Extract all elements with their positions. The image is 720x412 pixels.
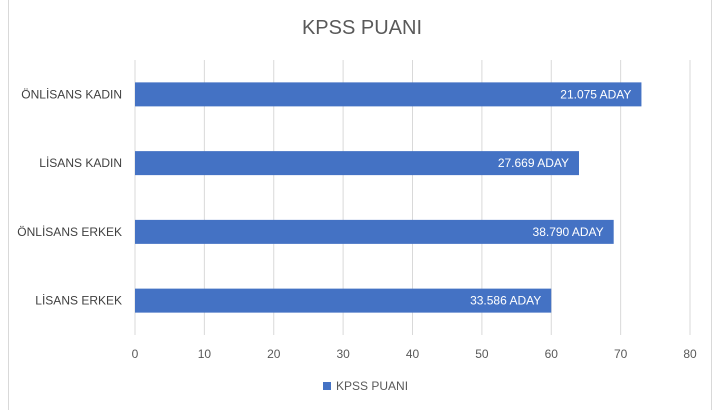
bar — [135, 151, 579, 176]
category-labels: ÖNLİSANS KADIN LİSANS KADIN ÖNLİSANS ERKEK… — [17, 87, 122, 307]
x-tick-label: 80 — [683, 347, 697, 361]
category-label: ÖNLİSANS KADIN — [21, 87, 122, 101]
category-label: ÖNLİSANS ERKEK — [17, 225, 122, 239]
x-tick-label: 40 — [406, 347, 420, 361]
x-tick-label: 0 — [132, 347, 139, 361]
bar-data-label: 38.790 ADAY — [533, 225, 604, 239]
bar — [135, 288, 552, 313]
x-tick-label: 70 — [614, 347, 628, 361]
bars: 21.075 ADAY 27.669 ADAY 38.790 ADAY 33.586 … — [135, 82, 642, 313]
bar — [135, 82, 642, 107]
bar-data-label: 27.669 ADAY — [498, 156, 569, 170]
category-label: LİSANS KADIN — [39, 156, 122, 170]
chart-title: KPSS PUANI — [302, 17, 422, 39]
legend-label: KPSS PUANI — [336, 379, 408, 393]
legend: KPSS PUANI — [323, 379, 408, 393]
chart-frame — [8, 0, 712, 410]
x-tick-label: 60 — [545, 347, 559, 361]
bar — [135, 219, 614, 244]
category-label: LİSANS ERKEK — [35, 294, 122, 308]
x-tick-label: 20 — [267, 347, 281, 361]
x-tick-label: 10 — [198, 347, 212, 361]
bar-data-label: 33.586 ADAY — [470, 294, 541, 308]
x-tick-label: 30 — [336, 347, 350, 361]
x-axis-ticks: 0 10 20 30 40 50 60 70 80 — [132, 347, 697, 361]
x-tick-label: 50 — [475, 347, 489, 361]
legend-swatch — [323, 382, 331, 390]
bar-data-label: 21.075 ADAY — [560, 87, 631, 101]
